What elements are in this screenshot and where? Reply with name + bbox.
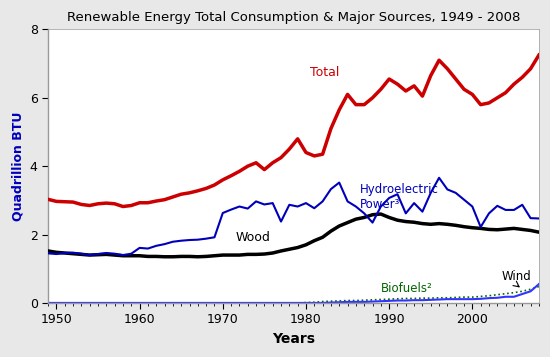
Text: Biofuels²: Biofuels² [381, 282, 433, 295]
Title: Renewable Energy Total Consumption & Major Sources, 1949 - 2008: Renewable Energy Total Consumption & Maj… [67, 11, 520, 24]
Text: Wood: Wood [235, 231, 270, 244]
Text: Hydroelectric
Power³: Hydroelectric Power³ [360, 182, 439, 211]
Y-axis label: Quadrillion BTU: Quadrillion BTU [11, 111, 24, 221]
Text: Total: Total [310, 66, 339, 79]
Text: Wind: Wind [502, 270, 531, 283]
X-axis label: Years: Years [272, 332, 315, 346]
